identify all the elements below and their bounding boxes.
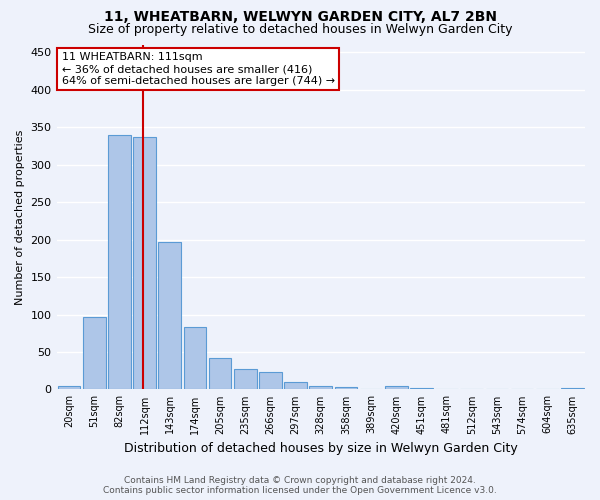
Bar — [83, 317, 106, 390]
Text: 11 WHEATBARN: 111sqm
← 36% of detached houses are smaller (416)
64% of semi-deta: 11 WHEATBARN: 111sqm ← 36% of detached h… — [62, 52, 335, 86]
Bar — [158, 242, 181, 390]
Text: 11, WHEATBARN, WELWYN GARDEN CITY, AL7 2BN: 11, WHEATBARN, WELWYN GARDEN CITY, AL7 2… — [104, 10, 497, 24]
Bar — [511, 388, 533, 390]
Bar — [385, 386, 407, 390]
X-axis label: Distribution of detached houses by size in Welwyn Garden City: Distribution of detached houses by size … — [124, 442, 518, 455]
Y-axis label: Number of detached properties: Number of detached properties — [15, 130, 25, 305]
Bar — [284, 382, 307, 390]
Bar — [460, 388, 483, 390]
Bar — [360, 388, 382, 390]
Bar — [335, 387, 357, 390]
Bar — [184, 326, 206, 390]
Bar — [259, 372, 282, 390]
Bar — [234, 369, 257, 390]
Bar — [108, 135, 131, 390]
Bar — [58, 386, 80, 390]
Bar — [310, 386, 332, 390]
Bar — [209, 358, 232, 390]
Bar — [410, 388, 433, 390]
Bar — [561, 388, 584, 390]
Text: Contains HM Land Registry data © Crown copyright and database right 2024.
Contai: Contains HM Land Registry data © Crown c… — [103, 476, 497, 495]
Text: Size of property relative to detached houses in Welwyn Garden City: Size of property relative to detached ho… — [88, 22, 512, 36]
Bar — [133, 137, 156, 390]
